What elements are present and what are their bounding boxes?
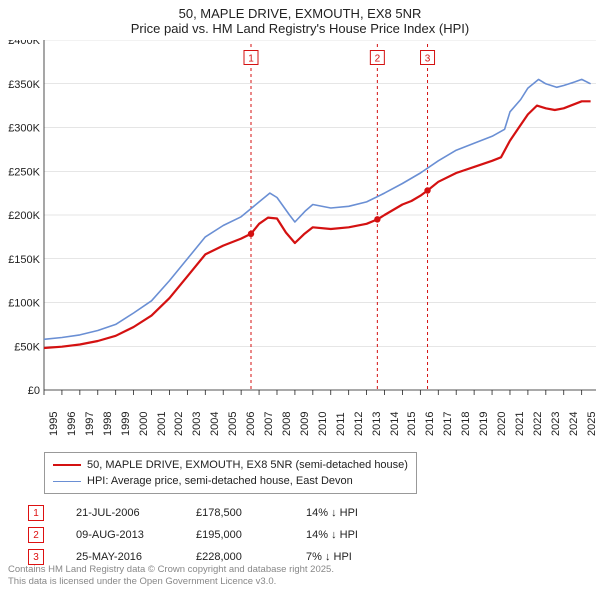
x-tick-label: 1995 bbox=[48, 412, 60, 436]
event-date: 09-AUG-2013 bbox=[76, 529, 196, 541]
x-tick-label: 1998 bbox=[102, 412, 114, 436]
x-tick-label: 2012 bbox=[353, 412, 365, 436]
event-price: £178,500 bbox=[196, 507, 306, 519]
x-tick-label: 2022 bbox=[532, 412, 544, 436]
legend-label: HPI: Average price, semi-detached house,… bbox=[87, 475, 353, 487]
x-tick-label: 2016 bbox=[424, 412, 436, 436]
x-tick-label: 1996 bbox=[66, 412, 78, 436]
svg-text:£50K: £50K bbox=[14, 341, 40, 353]
x-tick-label: 2021 bbox=[514, 412, 526, 436]
x-tick-label: 2023 bbox=[550, 412, 562, 436]
event-row: 2 09-AUG-2013£195,00014% ↓ HPI bbox=[28, 524, 426, 546]
svg-text:1: 1 bbox=[248, 54, 254, 65]
x-tick-label: 2008 bbox=[281, 412, 293, 436]
svg-text:£350K: £350K bbox=[8, 79, 40, 91]
x-tick-label: 2017 bbox=[442, 412, 454, 436]
svg-text:£0: £0 bbox=[28, 385, 40, 397]
x-tick-label: 1997 bbox=[84, 412, 96, 436]
events-table: 1 21-JUL-2006£178,50014% ↓ HPI 2 09-AUG-201… bbox=[28, 502, 426, 568]
event-delta: 7% ↓ HPI bbox=[306, 551, 426, 563]
legend-swatch bbox=[53, 464, 81, 466]
legend: 50, MAPLE DRIVE, EXMOUTH, EX8 5NR (semi-… bbox=[44, 452, 417, 494]
event-number-box: 2 bbox=[28, 527, 44, 543]
x-tick-label: 2000 bbox=[138, 412, 150, 436]
event-date: 25-MAY-2016 bbox=[76, 551, 196, 563]
event-date: 21-JUL-2006 bbox=[76, 507, 196, 519]
x-tick-label: 2015 bbox=[406, 412, 418, 436]
x-tick-label: 2010 bbox=[317, 412, 329, 436]
x-tick-label: 2011 bbox=[335, 412, 347, 436]
x-tick-label: 2013 bbox=[371, 412, 383, 436]
svg-text:£250K: £250K bbox=[8, 166, 40, 178]
footer: Contains HM Land Registry data © Crown c… bbox=[8, 564, 334, 588]
x-tick-label: 2018 bbox=[460, 412, 472, 436]
chart-container: 50, MAPLE DRIVE, EXMOUTH, EX8 5NR Price … bbox=[0, 0, 600, 590]
x-tick-label: 2007 bbox=[263, 412, 275, 436]
event-price: £195,000 bbox=[196, 529, 306, 541]
svg-text:£400K: £400K bbox=[8, 40, 40, 47]
svg-text:£300K: £300K bbox=[8, 123, 40, 135]
event-number-box: 3 bbox=[28, 549, 44, 565]
legend-row: 50, MAPLE DRIVE, EXMOUTH, EX8 5NR (semi-… bbox=[53, 457, 408, 473]
x-tick-label: 2024 bbox=[568, 412, 580, 436]
svg-text:£200K: £200K bbox=[8, 210, 40, 222]
x-tick-label: 2014 bbox=[389, 412, 401, 436]
svg-text:£100K: £100K bbox=[8, 298, 40, 310]
x-tick-label: 2004 bbox=[209, 412, 221, 436]
svg-text:2: 2 bbox=[375, 54, 381, 65]
legend-row: HPI: Average price, semi-detached house,… bbox=[53, 473, 408, 489]
x-tick-label: 2001 bbox=[156, 412, 168, 436]
x-tick-label: 2019 bbox=[478, 412, 490, 436]
event-number-box: 1 bbox=[28, 505, 44, 521]
title-line-2: Price paid vs. HM Land Registry's House … bbox=[0, 21, 600, 36]
x-tick-label: 2009 bbox=[299, 412, 311, 436]
event-delta: 14% ↓ HPI bbox=[306, 529, 426, 541]
svg-text:£150K: £150K bbox=[8, 254, 40, 266]
event-price: £228,000 bbox=[196, 551, 306, 563]
x-tick-label: 2006 bbox=[245, 412, 257, 436]
chart-area: £0 £50K £100K £150K £200K £250K £300K £350K £400… bbox=[0, 40, 600, 400]
event-row: 1 21-JUL-2006£178,50014% ↓ HPI bbox=[28, 502, 426, 524]
x-axis-ticks: 1995 1996 1997 1998 1999 2000 2001 2002 2003 2004… bbox=[0, 400, 600, 460]
x-tick-label: 2020 bbox=[496, 412, 508, 436]
event-delta: 14% ↓ HPI bbox=[306, 507, 426, 519]
title-line-1: 50, MAPLE DRIVE, EXMOUTH, EX8 5NR bbox=[0, 6, 600, 21]
chart-svg: £0 £50K £100K £150K £200K £250K £300K £350K £400… bbox=[0, 40, 600, 400]
title-block: 50, MAPLE DRIVE, EXMOUTH, EX8 5NR Price … bbox=[0, 0, 600, 36]
footer-line-2: This data is licensed under the Open Gov… bbox=[8, 576, 334, 588]
svg-text:3: 3 bbox=[425, 54, 431, 65]
footer-line-1: Contains HM Land Registry data © Crown c… bbox=[8, 564, 334, 576]
legend-swatch bbox=[53, 481, 81, 482]
x-tick-label: 2005 bbox=[227, 412, 239, 436]
x-tick-label: 2025 bbox=[586, 412, 598, 436]
x-tick-label: 1999 bbox=[120, 412, 132, 436]
legend-label: 50, MAPLE DRIVE, EXMOUTH, EX8 5NR (semi-… bbox=[87, 459, 408, 471]
x-tick-label: 2002 bbox=[173, 412, 185, 436]
x-tick-label: 2003 bbox=[191, 412, 203, 436]
